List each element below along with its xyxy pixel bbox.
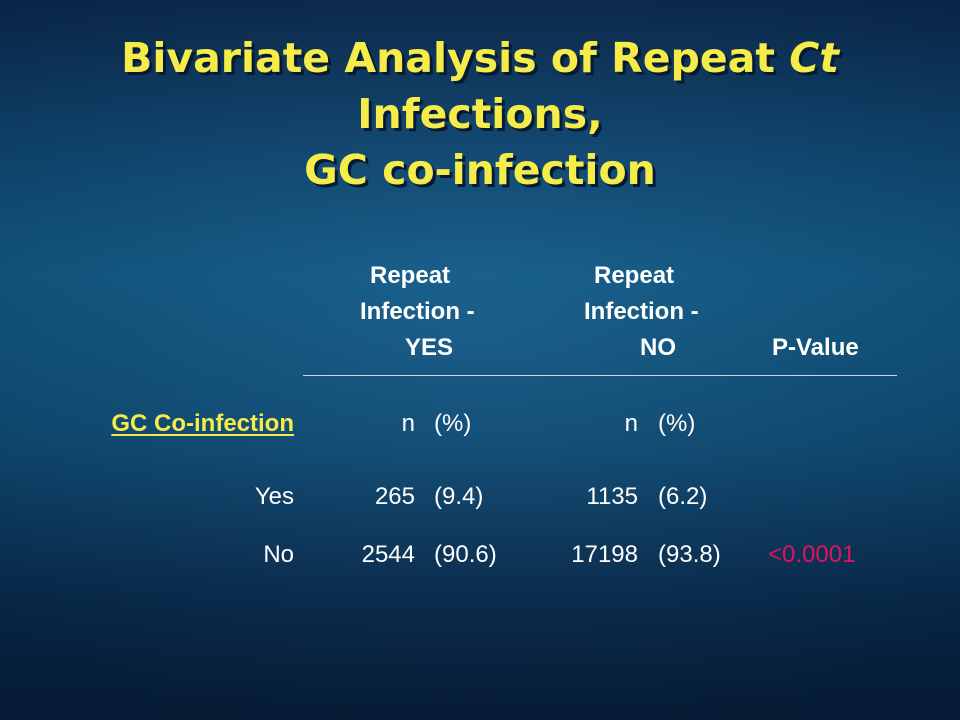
- subheader-yes-pct: (%): [434, 410, 472, 437]
- subheader-yes-n: n: [401, 410, 415, 437]
- yes-pct-value: (9.4): [434, 483, 484, 510]
- header-repeat-no: Repeat Infection - NO: [584, 258, 699, 366]
- header-repeat-yes: Repeat Infection - YES: [360, 258, 475, 366]
- subheader-no-n: n: [624, 410, 638, 437]
- no-pct-value: (6.2): [658, 483, 708, 510]
- p-value: <0.0001: [768, 541, 856, 568]
- header-yes-line-2: Infection -: [360, 298, 475, 325]
- row-label: Yes: [254, 483, 294, 510]
- yes-pct-value: (90.6): [434, 541, 497, 568]
- title-italic-ct: Ct: [789, 34, 839, 82]
- title-line-1: Bivariate Analysis of Repeat Ct: [121, 34, 839, 82]
- row-label: No: [263, 541, 294, 568]
- title-line-2: Infections,: [357, 90, 603, 138]
- subheader-no-pct: (%): [658, 410, 696, 437]
- header-yes-line-3: YES: [405, 334, 454, 361]
- no-n-value: 1135: [586, 483, 638, 510]
- header-yes-line-1: Repeat: [370, 262, 451, 289]
- header-no-line-2: Infection -: [584, 298, 699, 325]
- slide-title: Bivariate Analysis of Repeat Ct Infectio…: [0, 30, 960, 198]
- header-divider: [303, 375, 897, 376]
- header-no-line-3: NO: [640, 334, 676, 361]
- no-pct-value: (93.8): [658, 541, 721, 568]
- header-no-line-1: Repeat: [594, 262, 675, 289]
- no-n-value: 17198: [571, 541, 638, 568]
- header-p-value: P-Value: [772, 334, 859, 361]
- yes-n-value: 2544: [361, 541, 415, 568]
- yes-n-value: 265: [374, 483, 415, 510]
- variable-label-gc-coinfection[interactable]: GC Co-infection: [111, 410, 294, 437]
- title-line-3: GC co-infection: [304, 146, 656, 194]
